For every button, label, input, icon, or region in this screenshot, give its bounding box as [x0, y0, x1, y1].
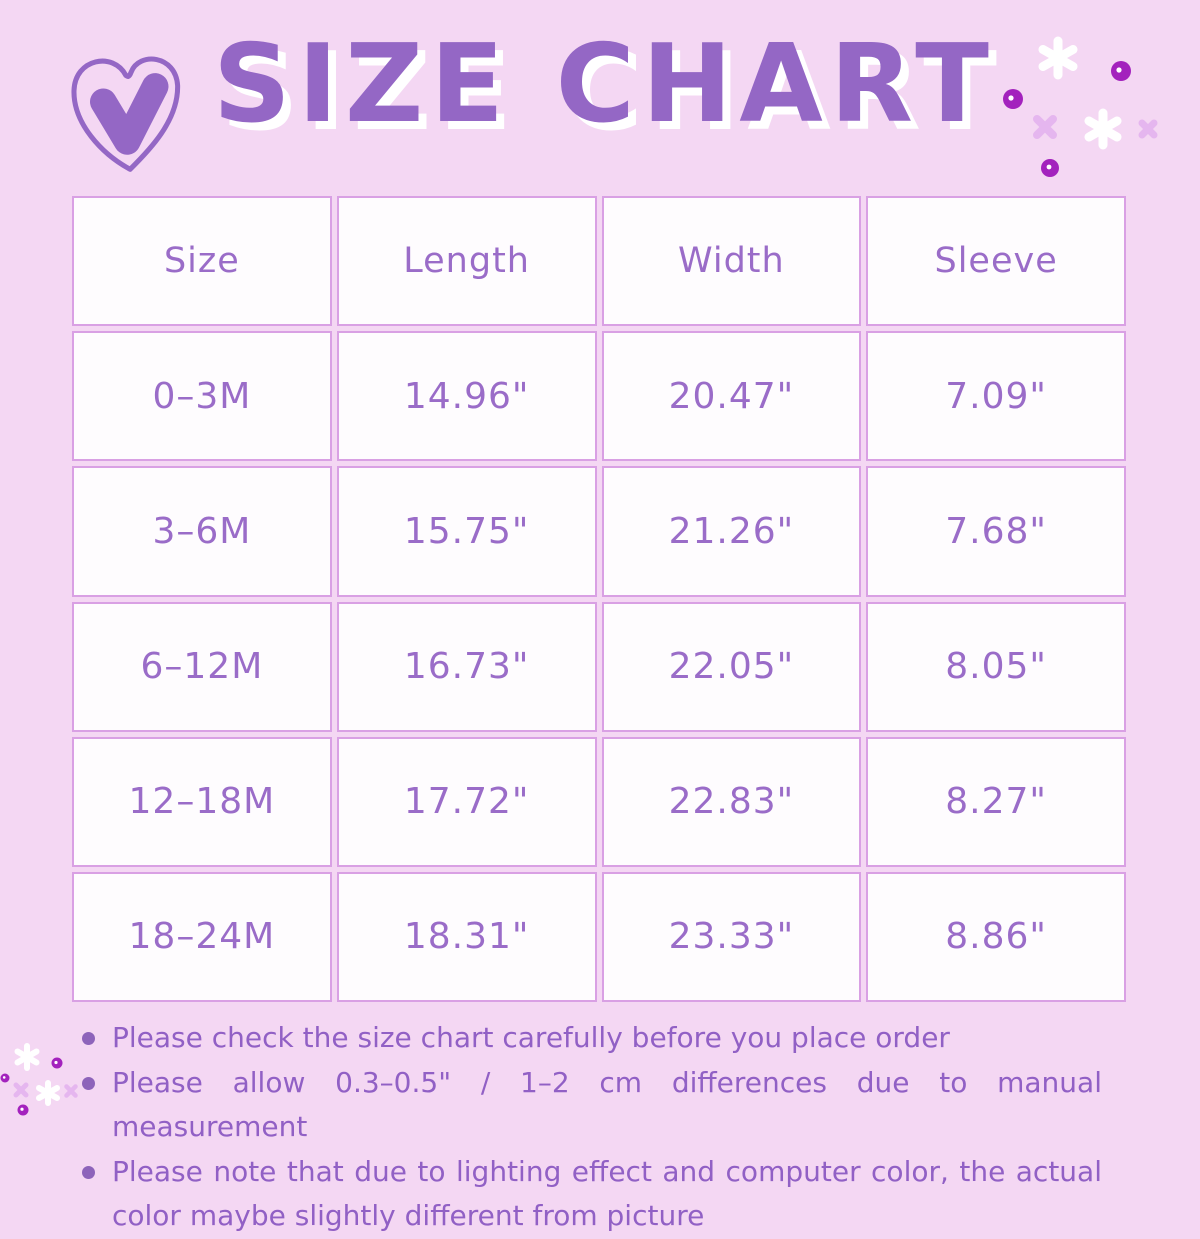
column-header-size: Size [72, 196, 332, 327]
table-cell-size: 0–3M [72, 331, 332, 462]
table-cell-width: 23.33" [601, 871, 862, 1002]
sparkle-dot-icon [0, 1073, 10, 1083]
table-cell-sleeve: 8.05" [866, 601, 1126, 732]
size-chart-page: SIZE CHART [0, 22, 1158, 1232]
note-item: Please allow 0.3–0.5" / 1–2 cm differenc… [82, 1061, 1106, 1149]
table-cell-length: 15.75" [336, 466, 597, 597]
sparkle-dot-icon [1003, 89, 1023, 109]
column-header-sleeve: Sleeve [866, 196, 1126, 327]
table-cell-sleeve: 8.86" [866, 871, 1126, 1002]
page-title: SIZE CHART [213, 22, 996, 147]
sparkle-asterisk-icon [1084, 108, 1122, 150]
sparkle-dot-icon [17, 1104, 29, 1116]
sparkle-x-icon [1138, 119, 1158, 139]
table-cell-width: 22.05" [601, 601, 862, 732]
bullet-dot-icon [82, 1032, 95, 1045]
table-cell-length: 18.31" [336, 871, 597, 1002]
note-item: Please check the size chart carefully be… [82, 1016, 1106, 1060]
sparkle-x-icon [64, 1084, 78, 1098]
table-cell-width: 20.47" [601, 331, 862, 462]
table-cell-length: 16.73" [336, 601, 597, 732]
table-cell-sleeve: 7.68" [866, 466, 1126, 597]
sparkle-x-icon [13, 1082, 29, 1098]
column-header-width: Width [601, 196, 862, 327]
column-header-length: Length [336, 196, 597, 327]
table-cell-sleeve: 7.09" [866, 331, 1126, 462]
notes-list: Please check the size chart carefully be… [82, 1016, 1106, 1239]
note-item: Please note that due to lighting effect … [82, 1150, 1106, 1238]
table-cell-width: 22.83" [601, 736, 862, 867]
sparkle-dot-icon [51, 1057, 63, 1069]
size-chart-table: Size Length Width Sleeve 0–3M 14.96" 20.… [72, 196, 1126, 1002]
table-cell-width: 21.26" [601, 466, 862, 597]
sparkle-asterisk-icon [1038, 36, 1078, 80]
note-text: Please note that due to lighting effect … [112, 1155, 1102, 1232]
note-text: Please check the size chart carefully be… [112, 1021, 950, 1054]
table-cell-size: 12–18M [72, 736, 332, 867]
bullet-dot-icon [82, 1077, 95, 1090]
table-cell-length: 14.96" [336, 331, 597, 462]
table-cell-size: 6–12M [72, 601, 332, 732]
note-text: Please allow 0.3–0.5" / 1–2 cm differenc… [112, 1066, 1102, 1143]
sparkle-x-icon [1033, 115, 1057, 139]
sparkle-dot-icon [1041, 159, 1059, 177]
sparkle-asterisk-icon [36, 1080, 60, 1106]
table-cell-size: 18–24M [72, 871, 332, 1002]
table-cell-size: 3–6M [72, 466, 332, 597]
sparkle-asterisk-icon [14, 1043, 40, 1071]
heart-doodle-icon [58, 38, 198, 180]
sparkle-dot-icon [1111, 61, 1131, 81]
table-cell-sleeve: 8.27" [866, 736, 1126, 867]
bullet-dot-icon [82, 1166, 95, 1179]
table-cell-length: 17.72" [336, 736, 597, 867]
